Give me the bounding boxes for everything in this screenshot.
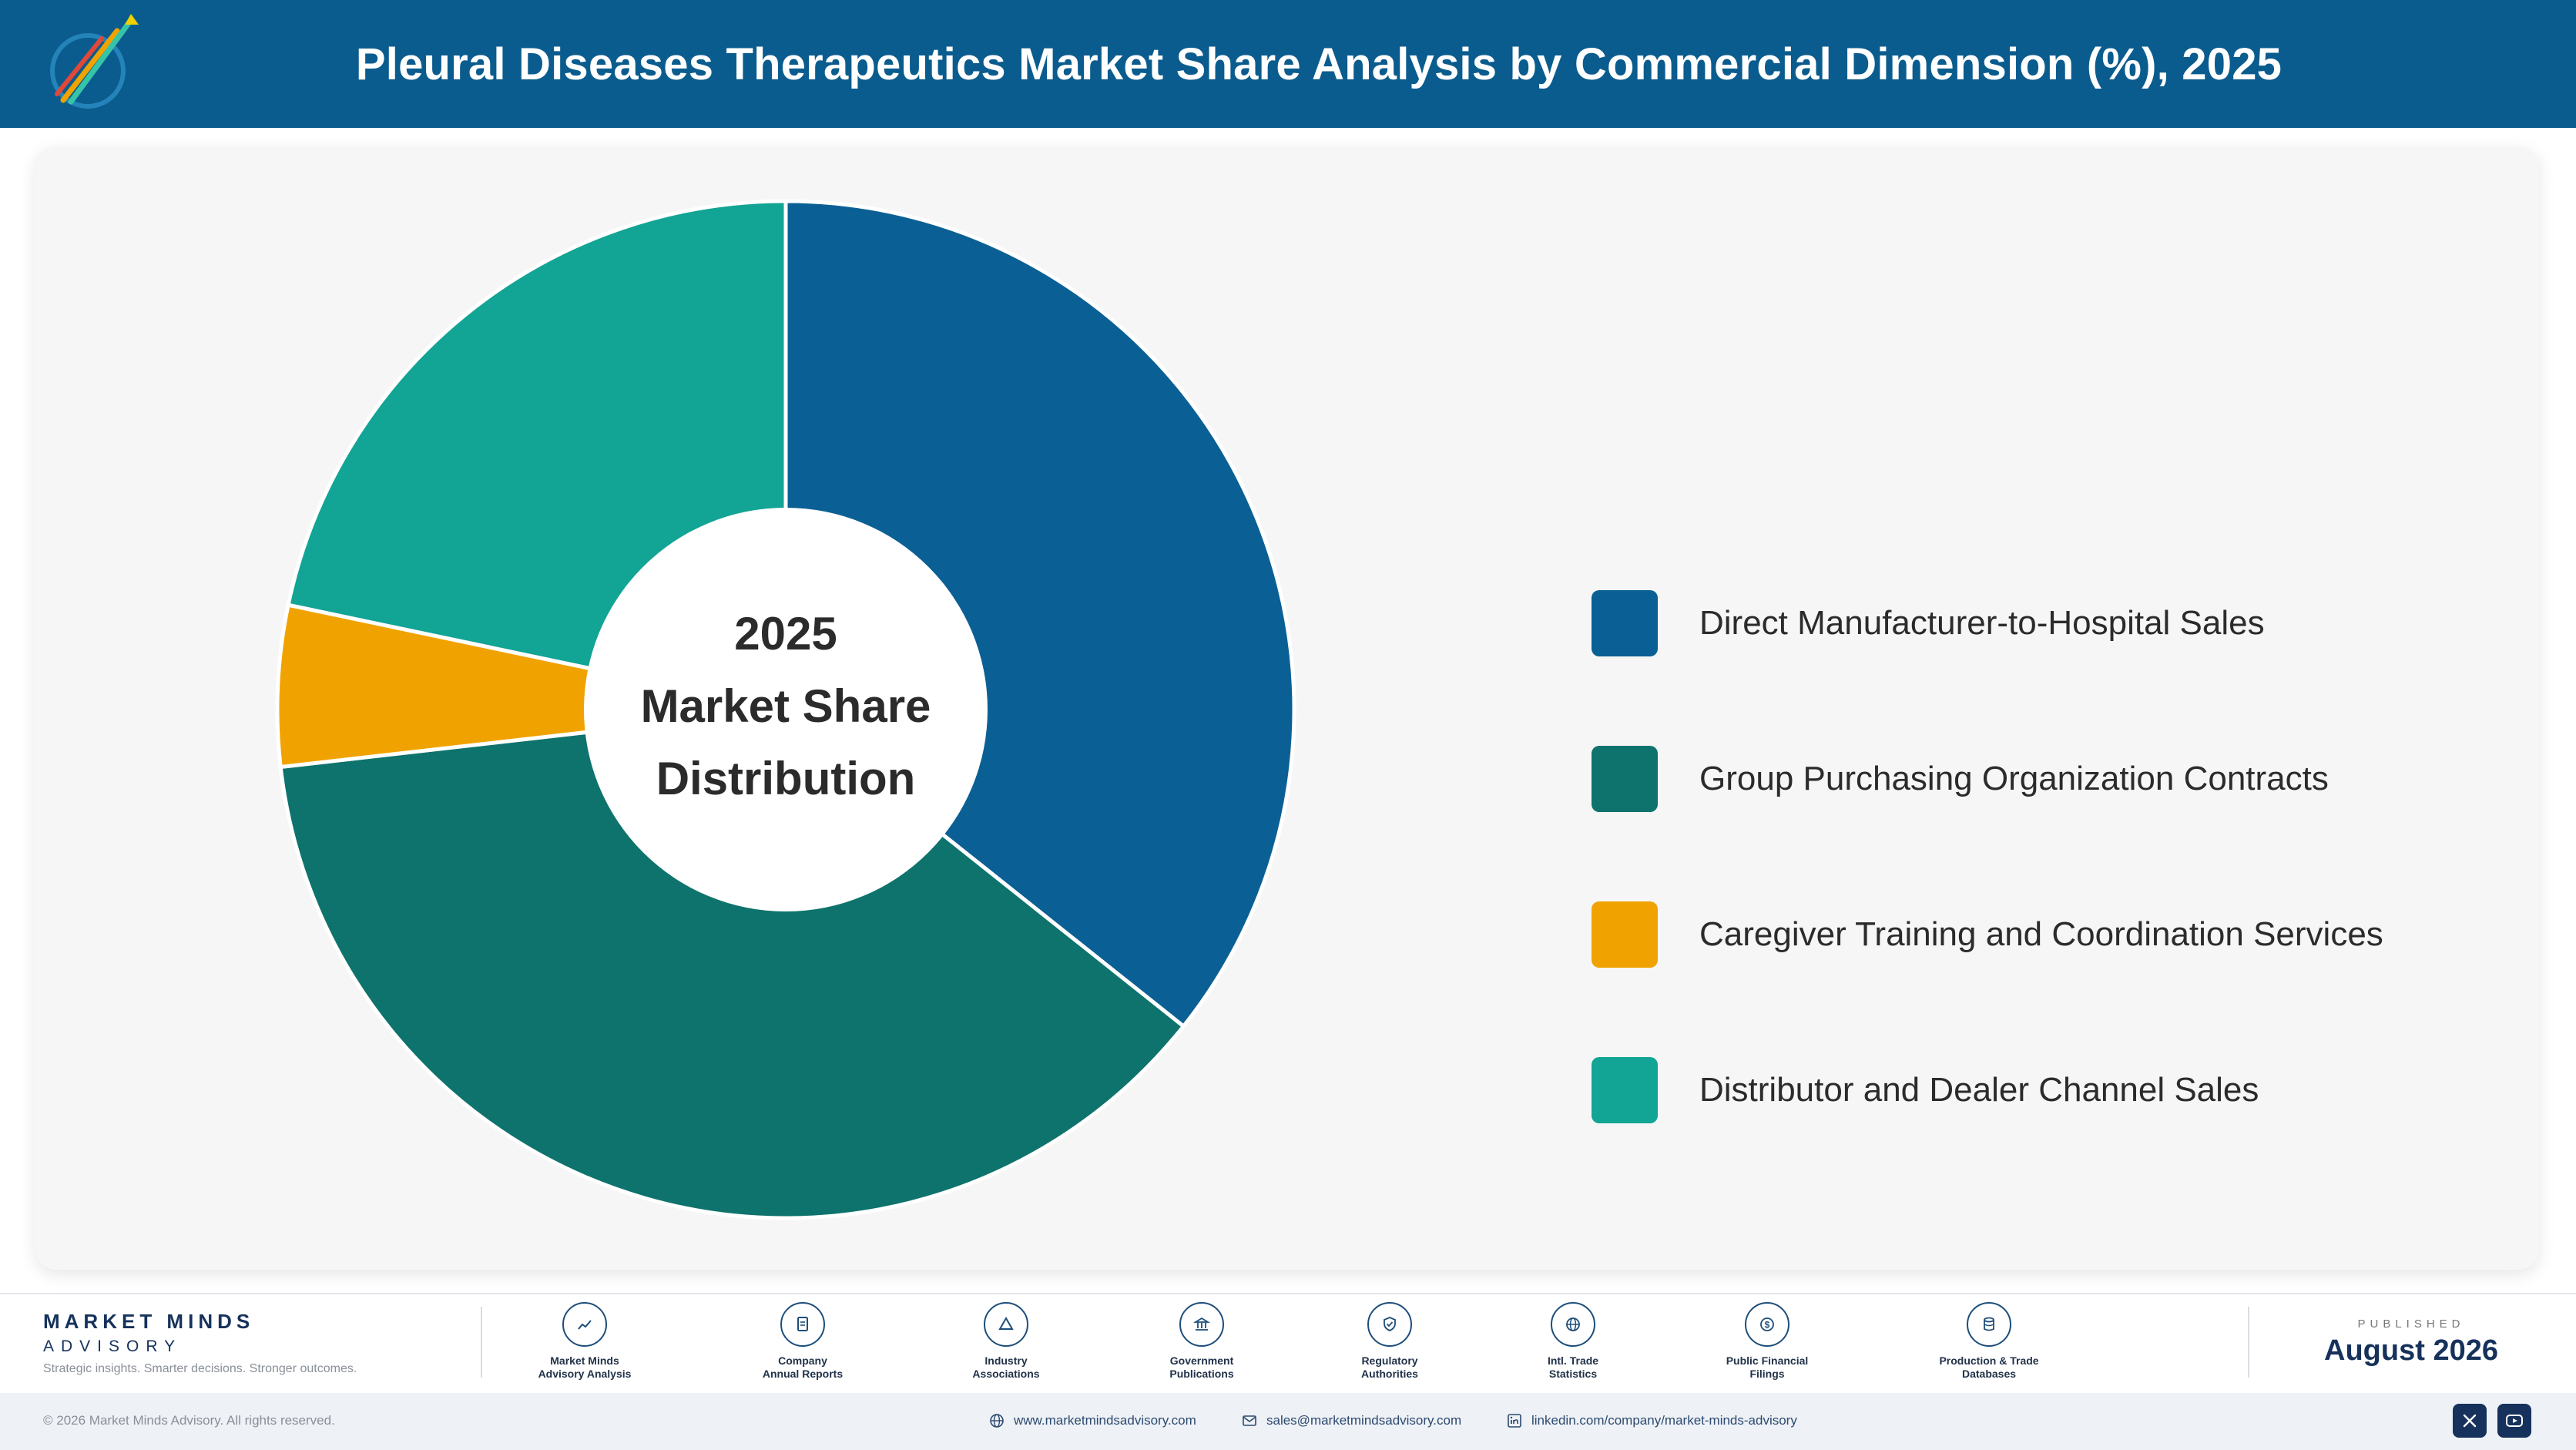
source-label: Public Financial Filings (1726, 1354, 1809, 1380)
source-item: Market Minds Advisory Analysis (500, 1302, 669, 1381)
legend-label: Group Purchasing Organization Contracts (1699, 760, 2329, 797)
legend-swatch (1592, 746, 1658, 812)
email-link[interactable]: sales@marketmindsadvisory.com (1242, 1413, 1461, 1428)
email-text: sales@marketmindsadvisory.com (1266, 1413, 1462, 1428)
published-label: PUBLISHED (2357, 1317, 2465, 1331)
globe-icon (990, 1414, 1004, 1428)
x-icon (2463, 1414, 2477, 1428)
source-item: Production & Trade Databases (1904, 1302, 2074, 1381)
brand-subtitle: ADVISORY (43, 1338, 183, 1355)
source-label: Government Publications (1169, 1354, 1234, 1380)
legend-swatch (1592, 590, 1658, 656)
divider (481, 1307, 482, 1378)
copyright-text: © 2026 Market Minds Advisory. All rights… (43, 1413, 335, 1428)
page-title: Pleural Diseases Therapeutics Market Sha… (355, 39, 2283, 89)
svg-text:$: $ (1765, 1320, 1770, 1331)
source-item: Government Publications (1117, 1302, 1286, 1381)
database-icon (1967, 1302, 2011, 1347)
pie-slice-3 (275, 602, 787, 770)
source-label: Intl. Trade Statistics (1547, 1354, 1599, 1380)
source-item: Intl. Trade Statistics (1488, 1302, 1658, 1381)
legend-label: Distributor and Dealer Channel Sales (1699, 1071, 2259, 1109)
youtube-icon (2506, 1415, 2523, 1427)
brand-tagline: Strategic insights. Smarter decisions. S… (43, 1362, 357, 1375)
pie-slice-2 (278, 707, 1186, 1220)
source-label: Market Minds Advisory Analysis (538, 1354, 632, 1380)
trend-chart-icon (562, 1302, 607, 1347)
source-label: Company Annual Reports (762, 1354, 844, 1380)
linkedin-text: linkedin.com/company/market-minds-adviso… (1531, 1413, 1797, 1428)
linkedin-link[interactable]: linkedin.com/company/market-minds-adviso… (1507, 1413, 1797, 1428)
header-banner: Pleural Diseases Therapeutics Market Sha… (0, 0, 2576, 128)
center-label-line-2: Market Share (641, 680, 931, 732)
center-label-line-1: 2025 (734, 608, 837, 660)
x-social-button[interactable] (2453, 1404, 2487, 1438)
divider (2248, 1307, 2249, 1378)
legend-label: Direct Manufacturer-to-Hospital Sales (1699, 604, 2265, 642)
dollar-coin-icon: $ (1745, 1302, 1789, 1347)
chart-card: 2025 Market Share Distribution Direct Manu… (35, 146, 2539, 1270)
legend-swatch (1592, 1057, 1658, 1123)
donut-center (584, 508, 988, 911)
legend-item: Group Purchasing Organization Contracts (1592, 744, 2329, 814)
mail-icon (1243, 1415, 1256, 1426)
source-label: Production & Trade Databases (1939, 1354, 2039, 1380)
youtube-social-button[interactable] (2497, 1404, 2531, 1438)
source-item: Company Annual Reports (718, 1302, 887, 1381)
document-icon (780, 1302, 825, 1347)
footer-band (0, 1293, 2576, 1393)
brand-name: MARKET MINDS (43, 1310, 255, 1333)
network-icon (984, 1302, 1028, 1347)
legend-item: Direct Manufacturer-to-Hospital Sales (1592, 589, 2265, 658)
donut-chart: 2025 Market Share Distribution (275, 199, 1296, 1220)
source-item: Regulatory Authorities (1305, 1302, 1474, 1381)
pie-slice-1 (783, 199, 1296, 1029)
source-label: Regulatory Authorities (1361, 1354, 1418, 1380)
linkedin-icon (1508, 1414, 1521, 1428)
website-text: www.marketmindsadvisory.com (1014, 1413, 1196, 1428)
source-label: Industry Associations (972, 1354, 1040, 1380)
legend-item: Distributor and Dealer Channel Sales (1592, 1056, 2259, 1125)
globe-icon (1551, 1302, 1595, 1347)
company-logo (50, 14, 139, 109)
government-building-icon (1179, 1302, 1224, 1347)
center-label-line-3: Distribution (656, 753, 916, 804)
published-date: August 2026 (2324, 1334, 2498, 1367)
website-link[interactable]: www.marketmindsadvisory.com (989, 1413, 1196, 1428)
shield-check-icon (1367, 1302, 1412, 1347)
bottom-bar (0, 1393, 2576, 1450)
legend-label: Caregiver Training and Coordination Serv… (1699, 915, 2383, 953)
legend-item: Caregiver Training and Coordination Serv… (1592, 900, 2383, 969)
legend-swatch (1592, 901, 1658, 968)
source-item: $ Public Financial Filings (1682, 1302, 1852, 1381)
source-item: Industry Associations (921, 1302, 1091, 1381)
